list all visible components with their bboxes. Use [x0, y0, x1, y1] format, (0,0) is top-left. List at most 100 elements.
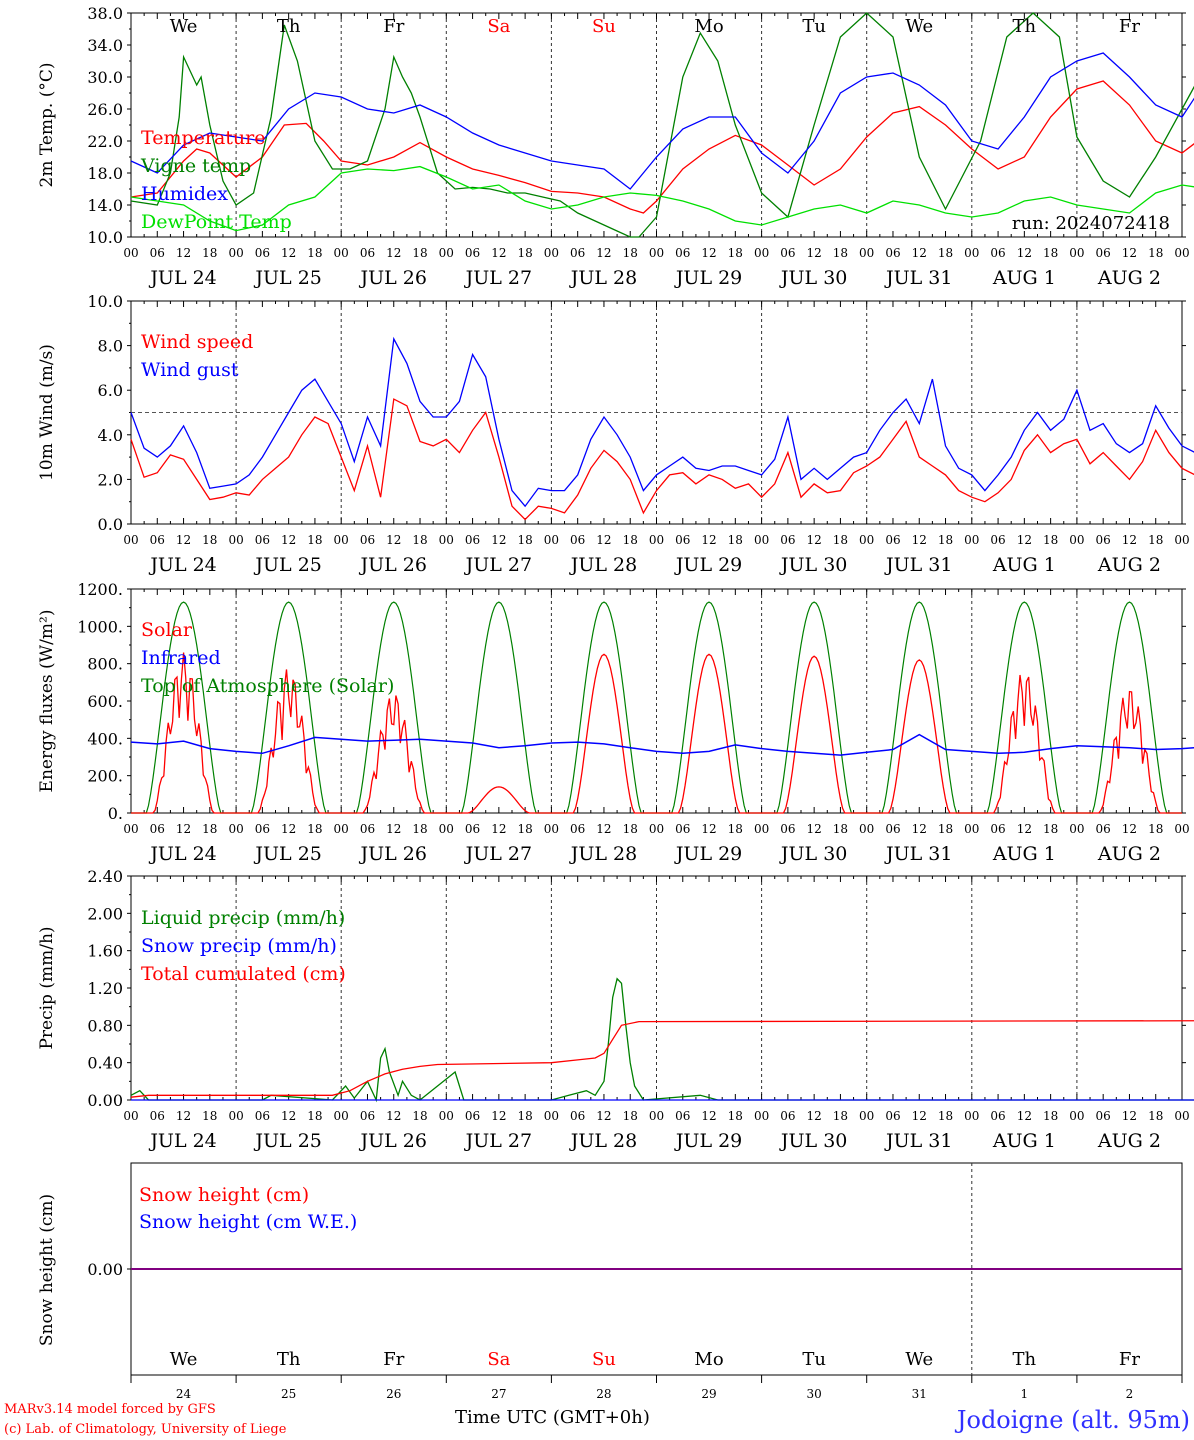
date-label: JUL 29 [674, 554, 742, 576]
hour-tick-label: 06 [360, 822, 375, 836]
hour-tick-label: 12 [1122, 533, 1137, 547]
legend-entry: Wind speed [141, 331, 253, 353]
weekday-label: Tu [802, 1349, 826, 1370]
date-number: 28 [596, 1387, 611, 1401]
weekday-label: Su [592, 16, 616, 37]
legend-entry: Total cumulated (cm) [141, 963, 346, 985]
legend-entry: Temperature [141, 127, 265, 149]
hour-tick-label: 00 [859, 246, 874, 260]
hour-tick-label: 18 [202, 246, 217, 260]
hour-tick-label: 18 [1043, 822, 1058, 836]
date-label: JUL 26 [359, 554, 427, 576]
hour-tick-label: 06 [360, 1109, 375, 1123]
hour-tick-label: 18 [307, 246, 322, 260]
hour-tick-label: 06 [780, 1109, 795, 1123]
hour-tick-label: 12 [176, 246, 191, 260]
hour-tick-label: 00 [754, 246, 769, 260]
weekday-label: Fr [1119, 16, 1140, 37]
date-label: JUL 25 [253, 267, 321, 289]
hour-tick-label: 18 [728, 246, 743, 260]
hour-tick-label: 18 [938, 822, 953, 836]
y-tick-label: 0.80 [87, 1016, 123, 1035]
hour-tick-label: 12 [807, 822, 822, 836]
date-number: 31 [912, 1387, 927, 1401]
hour-tick-label: 12 [701, 822, 716, 836]
hour-tick-label: 00 [754, 822, 769, 836]
hour-tick-label: 00 [754, 1109, 769, 1123]
y-tick-label: 0.00 [87, 1091, 123, 1110]
legend-entry: Solar [141, 619, 193, 641]
hour-tick-label: 06 [1096, 246, 1111, 260]
panel-2: 0.0 2.0 4.0 6.0 8.0 10.0 00 06 12 18 JUL 24 00 06 12 1… [37, 292, 1194, 576]
hour-tick-label: 12 [176, 533, 191, 547]
hour-tick-label: 00 [439, 822, 454, 836]
model-credit: MARv3.14 model forced by GFS [4, 1402, 216, 1417]
date-number: 27 [491, 1387, 506, 1401]
hour-tick-label: 18 [202, 822, 217, 836]
hour-tick-label: 18 [517, 1109, 532, 1123]
y-tick-label: 400. [87, 729, 123, 748]
lab-credit: (c) Lab. of Climatology, University of L… [4, 1422, 287, 1437]
y-tick-label: 10.0 [87, 292, 123, 311]
legend-entry: Snow height (cm) [139, 1184, 309, 1206]
y-axis-title: 10m Wind (m/s) [37, 344, 57, 481]
series-line-wind-speed [130, 398, 1194, 521]
hour-tick-label: 00 [1174, 246, 1189, 260]
hour-tick-label: 00 [964, 822, 979, 836]
hour-tick-label: 06 [885, 822, 900, 836]
date-label: JUL 28 [569, 267, 637, 289]
hour-tick-label: 18 [833, 822, 848, 836]
legend-entry: Top of Atmosphere (Solar) [141, 675, 394, 697]
hour-tick-label: 06 [1096, 533, 1111, 547]
hour-tick-label: 18 [623, 246, 638, 260]
hour-tick-label: 12 [912, 246, 927, 260]
hour-tick-label: 00 [544, 246, 559, 260]
hour-tick-label: 18 [833, 533, 848, 547]
hour-tick-label: 00 [754, 533, 769, 547]
date-label: AUG 2 [1097, 554, 1161, 576]
hour-tick-label: 00 [1069, 533, 1084, 547]
hour-tick-label: 06 [675, 822, 690, 836]
hour-tick-label: 12 [491, 822, 506, 836]
panel-1: 10.0 14.0 18.0 22.0 26.0 30.0 34.0 38.0 00 06 12 18… [37, 4, 1194, 289]
hour-tick-label: 00 [1174, 1109, 1189, 1123]
hour-tick-label: 06 [360, 246, 375, 260]
hour-tick-label: 00 [123, 1109, 138, 1123]
legend-entry: Liquid precip (mm/h) [141, 907, 345, 929]
hour-tick-label: 00 [544, 1109, 559, 1123]
hour-tick-label: 00 [544, 822, 559, 836]
date-label: JUL 28 [569, 1130, 637, 1152]
series-line-total-cumulated-cm- [130, 1020, 1194, 1098]
hour-tick-label: 12 [1017, 246, 1032, 260]
hour-tick-label: 00 [964, 246, 979, 260]
hour-tick-label: 12 [491, 533, 506, 547]
location-label: Jodoigne (alt. 95m) [954, 1406, 1190, 1434]
weekday-label: Fr [383, 1349, 404, 1370]
date-label: JUL 26 [359, 843, 427, 865]
weekday-label: Sa [487, 1349, 510, 1370]
legend-entry: DewPoint Temp [141, 211, 292, 233]
weekday-label: Mo [694, 1349, 723, 1370]
hour-tick-label: 00 [964, 1109, 979, 1123]
hour-tick-label: 18 [728, 1109, 743, 1123]
y-tick-label: 6.0 [98, 381, 123, 400]
date-label: AUG 2 [1097, 1130, 1161, 1152]
hour-tick-label: 12 [491, 246, 506, 260]
y-tick-label: 10.0 [87, 228, 123, 247]
hour-tick-label: 00 [1174, 822, 1189, 836]
panels: 10.014.018.022.026.030.034.038.000 06 12 18… [37, 4, 1194, 1401]
y-tick-label: 26.0 [87, 100, 123, 119]
series-line-vigne-temp [130, 12, 1194, 238]
legend-entry: Wind gust [141, 359, 239, 381]
y-tick-label: 800. [87, 655, 123, 674]
hour-tick-label: 06 [465, 1109, 480, 1123]
hour-tick-label: 06 [1096, 1109, 1111, 1123]
date-label: JUL 27 [464, 843, 532, 865]
hour-tick-label: 00 [334, 1109, 349, 1123]
hour-tick-label: 00 [123, 246, 138, 260]
date-label: JUL 27 [464, 267, 532, 289]
hour-tick-label: 18 [517, 822, 532, 836]
date-label: JUL 25 [253, 843, 321, 865]
hour-tick-label: 06 [150, 533, 165, 547]
legend-entry: Snow precip (mm/h) [141, 935, 337, 957]
